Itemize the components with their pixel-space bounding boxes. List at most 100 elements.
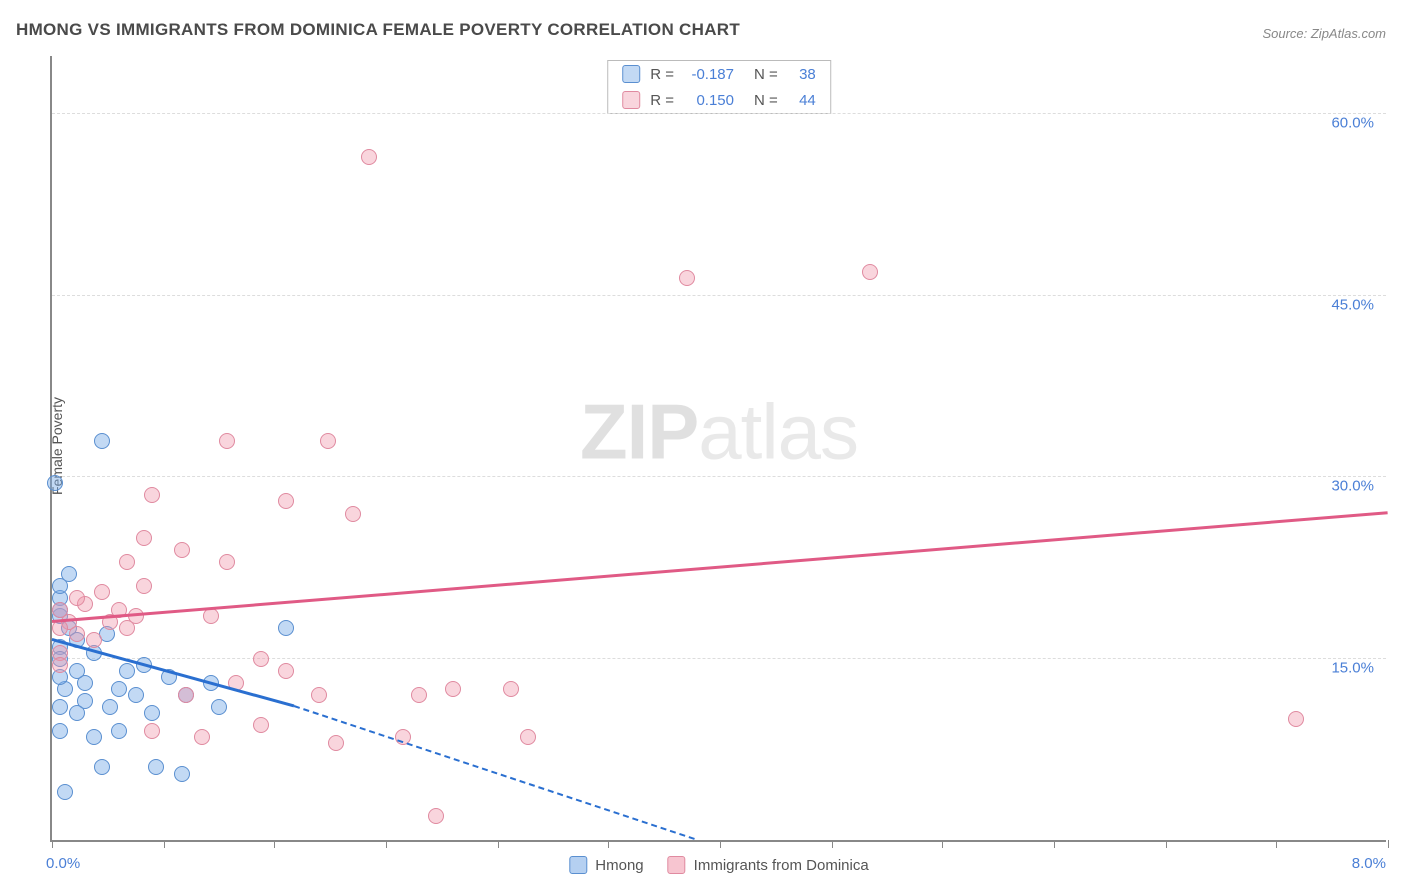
scatter-point [69,705,85,721]
stat-n-label: N = [754,92,778,109]
correlation-stats-box: R = -0.187 N = 38 R = 0.150 N = 44 [607,60,831,114]
scatter-point [253,717,269,733]
legend-label: Immigrants from Dominica [694,857,869,874]
scatter-point [411,687,427,703]
stat-r-label: R = [650,66,674,83]
scatter-point [52,620,68,636]
chart-title: HMONG VS IMMIGRANTS FROM DOMINICA FEMALE… [16,20,740,40]
scatter-point [136,530,152,546]
stat-swatch [622,91,640,109]
x-tick [498,840,499,848]
stat-r-label: R = [650,92,674,109]
stat-n-value: 44 [788,92,816,109]
scatter-point [278,663,294,679]
legend-swatch [569,856,587,874]
x-tick [274,840,275,848]
x-tick [1276,840,1277,848]
scatter-point [86,632,102,648]
stat-r-value: 0.150 [684,92,734,109]
x-tick [1166,840,1167,848]
scatter-point [174,766,190,782]
scatter-point [119,663,135,679]
scatter-point [52,699,68,715]
watermark-bold: ZIP [580,388,698,476]
x-tick [832,840,833,848]
scatter-point [47,475,63,491]
x-tick [942,840,943,848]
scatter-point [428,808,444,824]
scatter-point [445,681,461,697]
x-tick [52,840,53,848]
x-tick [164,840,165,848]
y-tick-label: 30.0% [1331,478,1374,495]
scatter-point [503,681,519,697]
stat-n-value: 38 [788,66,816,83]
scatter-point [211,699,227,715]
x-tick [386,840,387,848]
x-tick [1388,840,1389,848]
scatter-point [102,699,118,715]
x-tick [608,840,609,848]
watermark: ZIPatlas [580,387,858,478]
scatter-point [86,729,102,745]
scatter-point [520,729,536,745]
plot-area: ZIPatlas R =-0.187N =38R =0.150N =44 0.0… [50,56,1386,842]
scatter-point [69,663,85,679]
legend-swatch [668,856,686,874]
scatter-point [328,735,344,751]
stat-row: R = 0.150 N = 44 [608,87,830,113]
x-axis-min-label: 0.0% [46,855,80,872]
trend-line-extrapolated [294,705,695,840]
scatter-point [111,723,127,739]
scatter-point [253,651,269,667]
scatter-point [69,590,85,606]
scatter-point [136,578,152,594]
scatter-point [345,506,361,522]
watermark-rest: atlas [698,388,858,476]
stat-n-label: N = [754,66,778,83]
stat-row: R = -0.187 N = 38 [608,61,830,87]
y-tick-label: 60.0% [1331,115,1374,132]
scatter-point [219,554,235,570]
scatter-point [94,759,110,775]
scatter-point [278,620,294,636]
series-legend: Hmong Immigrants from Dominica [569,856,868,874]
scatter-point [69,626,85,642]
source-attribution: Source: ZipAtlas.com [1262,26,1386,41]
scatter-point [57,784,73,800]
scatter-point [144,487,160,503]
scatter-point [203,608,219,624]
stat-swatch [622,65,640,83]
scatter-point [144,705,160,721]
scatter-point [320,433,336,449]
scatter-point [144,723,160,739]
scatter-point [174,542,190,558]
stat-r-value: -0.187 [684,66,734,83]
scatter-point [94,433,110,449]
legend-item: Immigrants from Dominica [668,856,869,874]
legend-item: Hmong [569,856,643,874]
scatter-point [278,493,294,509]
scatter-point [94,584,110,600]
scatter-point [128,687,144,703]
scatter-point [194,729,210,745]
scatter-point [119,554,135,570]
scatter-point [52,723,68,739]
grid-line [52,476,1386,477]
scatter-point [52,657,68,673]
scatter-point [361,149,377,165]
y-tick-label: 15.0% [1331,659,1374,676]
x-tick [1054,840,1055,848]
scatter-point [111,681,127,697]
scatter-point [679,270,695,286]
grid-line [52,295,1386,296]
scatter-point [311,687,327,703]
scatter-point [61,566,77,582]
scatter-point [862,264,878,280]
x-tick [720,840,721,848]
scatter-point [219,433,235,449]
scatter-point [178,687,194,703]
scatter-point [1288,711,1304,727]
y-tick-label: 45.0% [1331,296,1374,313]
x-axis-max-label: 8.0% [1352,855,1386,872]
